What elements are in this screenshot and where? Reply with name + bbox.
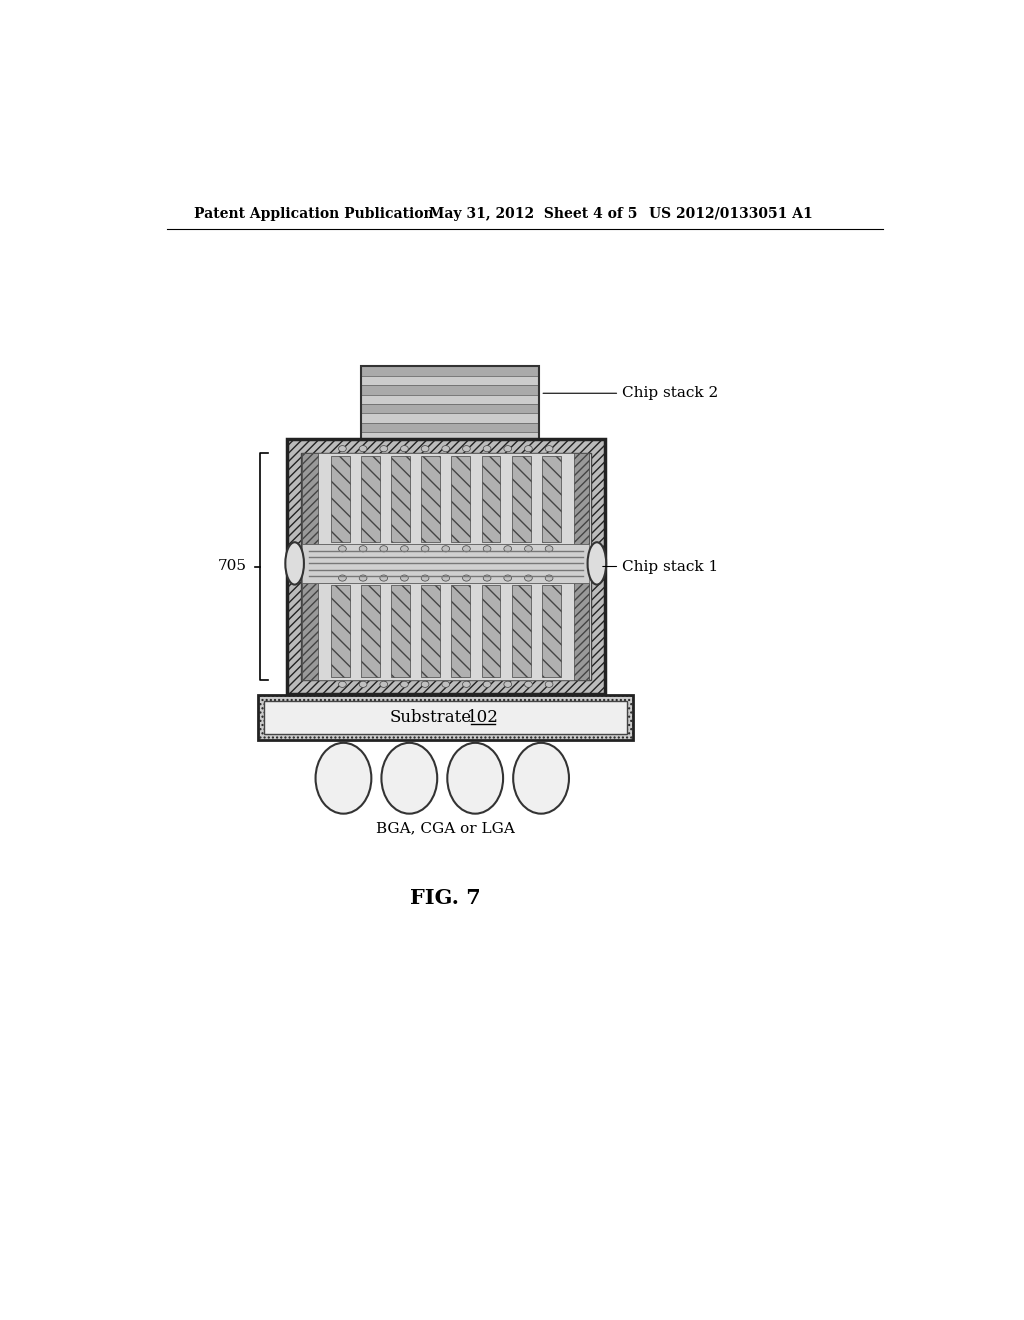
Text: FIG. 7: FIG. 7 <box>411 887 481 908</box>
Ellipse shape <box>545 681 553 688</box>
Bar <box>452 455 470 543</box>
Text: US 2012/0133051 A1: US 2012/0133051 A1 <box>649 207 813 220</box>
Bar <box>360 366 539 442</box>
Ellipse shape <box>504 681 512 688</box>
Bar <box>302 582 589 680</box>
Bar <box>573 582 589 680</box>
Bar <box>542 585 561 677</box>
Text: Patent Application Publication: Patent Application Publication <box>194 207 433 220</box>
Bar <box>360 433 539 442</box>
Ellipse shape <box>524 545 532 552</box>
Ellipse shape <box>359 446 367 451</box>
Bar <box>301 453 591 680</box>
Ellipse shape <box>400 446 409 451</box>
Bar <box>421 455 440 543</box>
Ellipse shape <box>483 576 490 581</box>
Ellipse shape <box>359 681 367 688</box>
Bar <box>360 385 539 395</box>
Ellipse shape <box>421 545 429 552</box>
Bar <box>512 585 530 677</box>
Text: Chip stack 1: Chip stack 1 <box>623 560 719 573</box>
Ellipse shape <box>463 545 470 552</box>
Bar <box>481 455 501 543</box>
Bar <box>360 367 539 376</box>
Ellipse shape <box>504 545 512 552</box>
Bar <box>360 413 539 422</box>
Bar <box>302 544 589 582</box>
Ellipse shape <box>442 545 450 552</box>
Ellipse shape <box>339 545 346 552</box>
Bar <box>302 453 317 544</box>
Ellipse shape <box>315 743 372 813</box>
Bar <box>360 404 539 413</box>
Ellipse shape <box>545 576 553 581</box>
Ellipse shape <box>513 743 569 813</box>
Ellipse shape <box>483 446 490 451</box>
Bar <box>391 455 410 543</box>
Ellipse shape <box>380 681 388 688</box>
Ellipse shape <box>400 545 409 552</box>
Bar <box>360 422 539 433</box>
Ellipse shape <box>588 543 606 585</box>
Bar <box>258 696 633 739</box>
Ellipse shape <box>483 545 490 552</box>
Ellipse shape <box>463 576 470 581</box>
Text: Chip stack 2: Chip stack 2 <box>623 387 719 400</box>
Ellipse shape <box>380 545 388 552</box>
Bar <box>302 453 589 544</box>
Ellipse shape <box>359 576 367 581</box>
Bar <box>452 585 470 677</box>
Ellipse shape <box>339 446 346 451</box>
Ellipse shape <box>442 446 450 451</box>
Bar <box>360 376 539 385</box>
Ellipse shape <box>524 446 532 451</box>
Ellipse shape <box>524 681 532 688</box>
Bar <box>331 585 349 677</box>
Text: 705: 705 <box>218 560 247 573</box>
Bar <box>287 440 604 693</box>
Bar <box>542 455 561 543</box>
Ellipse shape <box>463 681 470 688</box>
Ellipse shape <box>483 681 490 688</box>
Bar <box>264 701 627 734</box>
Ellipse shape <box>421 681 429 688</box>
Ellipse shape <box>380 446 388 451</box>
Ellipse shape <box>504 446 512 451</box>
Bar <box>421 585 440 677</box>
Ellipse shape <box>442 576 450 581</box>
Ellipse shape <box>545 545 553 552</box>
Ellipse shape <box>400 576 409 581</box>
Bar <box>573 453 589 544</box>
Ellipse shape <box>380 576 388 581</box>
Ellipse shape <box>339 681 346 688</box>
Bar <box>391 585 410 677</box>
Text: 102: 102 <box>467 709 499 726</box>
Ellipse shape <box>463 446 470 451</box>
Bar <box>331 455 349 543</box>
Ellipse shape <box>421 446 429 451</box>
Ellipse shape <box>381 743 437 813</box>
Text: May 31, 2012  Sheet 4 of 5: May 31, 2012 Sheet 4 of 5 <box>429 207 637 220</box>
Bar <box>360 455 380 543</box>
Ellipse shape <box>447 743 503 813</box>
Text: BGA, CGA or LGA: BGA, CGA or LGA <box>376 821 515 836</box>
Bar <box>512 455 530 543</box>
Bar <box>360 395 539 404</box>
Ellipse shape <box>286 543 304 585</box>
Ellipse shape <box>504 576 512 581</box>
Ellipse shape <box>442 681 450 688</box>
Bar <box>360 585 380 677</box>
Ellipse shape <box>524 576 532 581</box>
Bar <box>481 585 501 677</box>
Bar <box>302 582 317 680</box>
Ellipse shape <box>359 545 367 552</box>
Ellipse shape <box>339 576 346 581</box>
Text: Substrate: Substrate <box>389 709 471 726</box>
Ellipse shape <box>545 446 553 451</box>
Ellipse shape <box>400 681 409 688</box>
Ellipse shape <box>421 576 429 581</box>
